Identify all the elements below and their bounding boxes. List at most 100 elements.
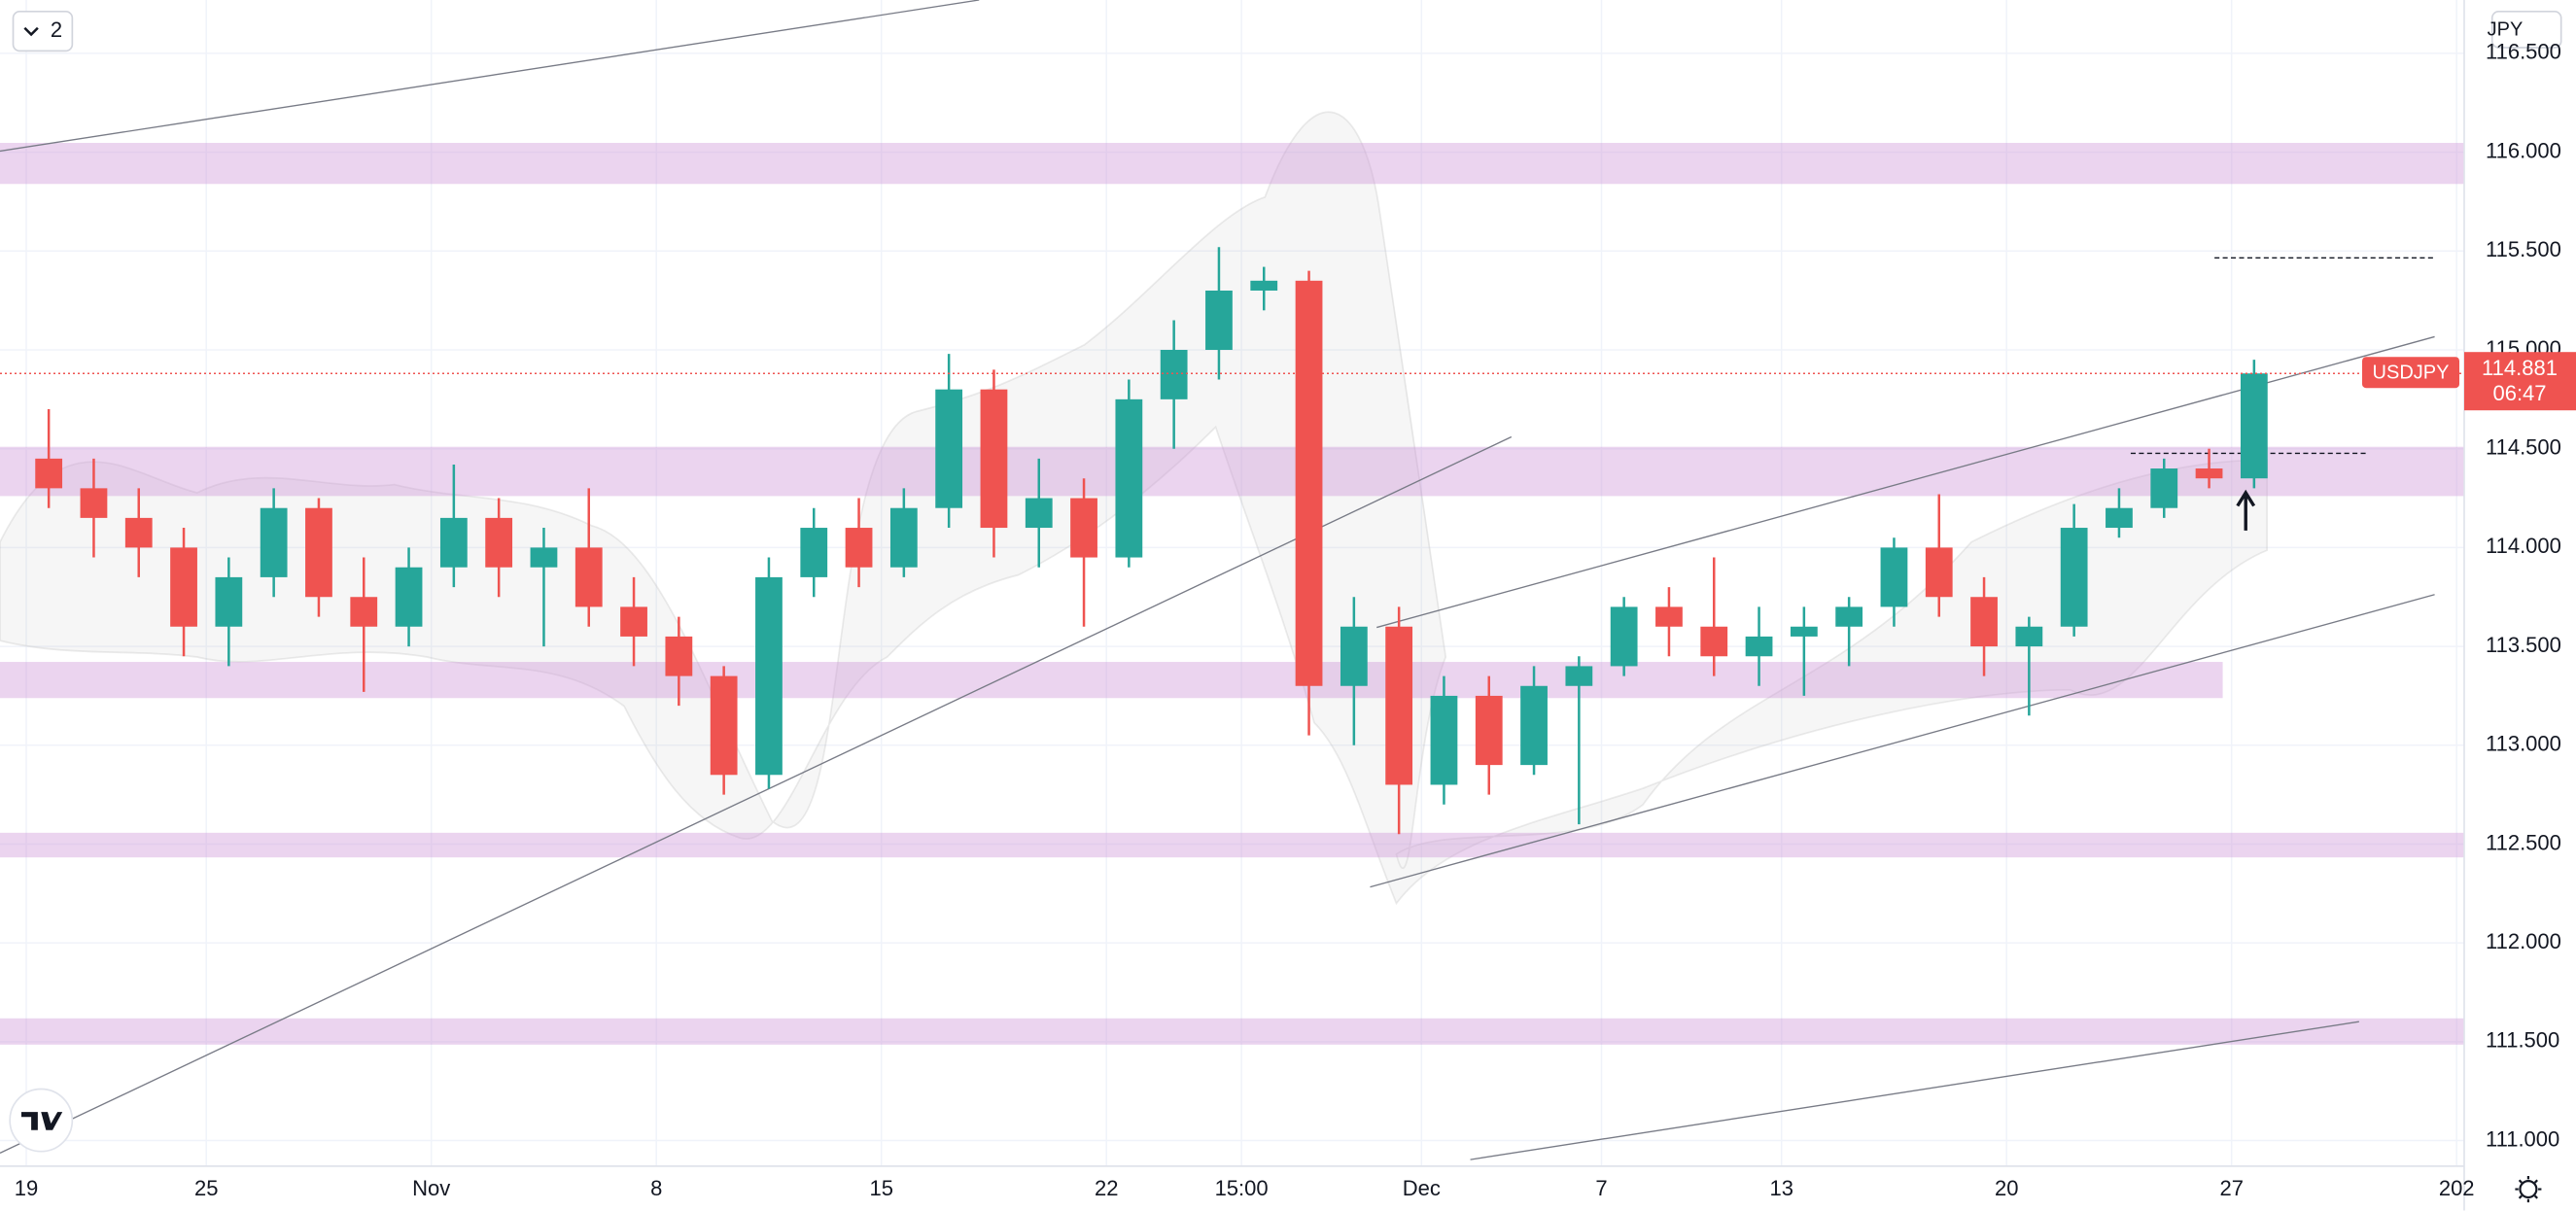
y-tick-label: 111.000 (2486, 1126, 2559, 1151)
candle-body (2015, 626, 2043, 647)
y-tick-label: 113.500 (2486, 633, 2561, 657)
candle-body (1160, 350, 1188, 399)
candle-body (1745, 636, 1773, 657)
candle-body (1430, 695, 1458, 785)
candle-body (1835, 606, 1863, 627)
candle-body (80, 488, 108, 518)
trend-line (0, 0, 980, 153)
y-tick-label: 112.000 (2486, 929, 2561, 953)
candle-body (2150, 468, 2178, 508)
candle-body (1925, 547, 1953, 598)
trend-line (1470, 1021, 2359, 1160)
x-tick-label: 15 (869, 1176, 892, 1200)
candle-body (1115, 398, 1143, 558)
y-tick-label: 116.000 (2486, 138, 2561, 162)
candle-body (170, 547, 197, 627)
y-tick-label: 114.000 (2486, 534, 2561, 558)
candle-body (935, 389, 963, 508)
candle-body (260, 507, 288, 577)
currency-button[interactable] (2490, 10, 2562, 49)
x-tick-label: 8 (650, 1176, 662, 1200)
candle-body (530, 547, 558, 568)
trend-line (0, 435, 1513, 1154)
candle-body (1565, 666, 1593, 686)
x-tick-label: 25 (194, 1176, 218, 1200)
candle-body (845, 528, 873, 568)
candle-body (665, 636, 693, 676)
candle-body (1655, 606, 1683, 627)
y-tick-label: 111.500 (2486, 1028, 2559, 1053)
candle-body (1250, 280, 1278, 291)
x-tick-label: Nov (412, 1176, 450, 1200)
labels: 111.000 111.500 112.000 112.500 113.000 113.5… (15, 40, 2576, 1200)
settings-icon-rays (2515, 1176, 2542, 1203)
candle-body (1520, 685, 1548, 766)
candle-body (1025, 498, 1053, 529)
x-tick-label: 19 (15, 1176, 38, 1200)
candle-body (2060, 528, 2088, 627)
y-tick-label: 113.000 (2486, 732, 2561, 756)
y-tick-label: 112.500 (2486, 830, 2561, 854)
arrow (2236, 489, 2256, 531)
zone (0, 832, 2464, 858)
candle-body (1070, 498, 1097, 558)
x-tick-label: 27 (2219, 1176, 2243, 1200)
logo (20, 1112, 63, 1130)
y-tick-label: 114.500 (2486, 435, 2561, 460)
candle-body (1340, 626, 1368, 686)
zone (0, 446, 2464, 497)
x-tick-label: 15:00 (1215, 1176, 1269, 1200)
countdown-label: 06:47 (2492, 381, 2546, 405)
x-tick-label: 20 (1995, 1176, 2018, 1200)
candle-body (2106, 507, 2133, 529)
candle-body (1880, 547, 1908, 607)
grid (0, 0, 2464, 1166)
logo-circle (9, 1088, 74, 1153)
candle-body (710, 675, 738, 776)
y-tick-label: 115.500 (2486, 237, 2561, 261)
candle-body (1700, 626, 1728, 657)
x-tick-label: Dec (1403, 1176, 1441, 1200)
symbol-label: USDJPY (2373, 362, 2450, 383)
last-price-label: 114.881 (2482, 356, 2558, 380)
x-tick-label: 7 (1595, 1176, 1607, 1200)
candle-body (800, 528, 828, 577)
candle-body (35, 458, 63, 489)
candle-body (574, 547, 603, 607)
candle-body (1610, 606, 1638, 667)
candle-body (1790, 626, 1818, 637)
symbol-tag (2362, 357, 2459, 389)
x-tick-label: 13 (1769, 1176, 1793, 1200)
candle-body (1385, 626, 1413, 785)
candle-body (395, 567, 423, 627)
interval-button[interactable] (12, 10, 74, 52)
y-tick-label: 116.500 (2486, 40, 2561, 64)
candle-body (439, 517, 468, 568)
candle-body (2240, 373, 2268, 479)
candle-body (620, 606, 647, 637)
chevron (23, 26, 39, 37)
zone (0, 1018, 2464, 1045)
settings-icon[interactable] (2519, 1180, 2538, 1199)
candle-body (305, 507, 332, 598)
candle-body (485, 517, 513, 568)
candle-body (1970, 597, 1998, 647)
trend-line (1370, 594, 2435, 888)
x-tick-label: 202 (2439, 1176, 2475, 1200)
candle-body (980, 389, 1008, 529)
candle-body (1205, 290, 1233, 350)
candle-body (1475, 695, 1503, 766)
candle-body (215, 576, 243, 627)
candle-body (1295, 280, 1323, 686)
currency-label: JPY (2488, 18, 2524, 40)
candle-body (350, 597, 378, 627)
candle-body (889, 507, 918, 568)
candle-body (124, 517, 153, 548)
candle-body (2195, 468, 2223, 479)
interval-badge: 2 (51, 17, 62, 42)
zone (0, 662, 2223, 699)
